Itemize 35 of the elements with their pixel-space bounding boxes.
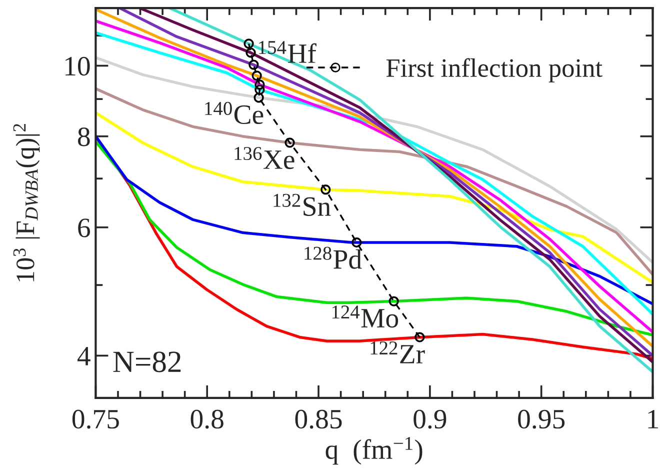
x-tick-label: 0.9	[414, 410, 446, 429]
annotation: $^{122}$Zr	[370, 341, 425, 364]
point	[254, 84, 265, 95]
point	[254, 92, 264, 103]
point	[320, 184, 331, 195]
x-axis-title: q (fm$^{−1}$)	[326, 436, 422, 465]
x-tick-label: 0.95	[518, 410, 565, 429]
x-tick-label: 0.85	[295, 410, 342, 429]
line-series	[96, 87, 653, 276]
annotation: $^{136}$Xe	[234, 146, 294, 170]
point	[284, 138, 295, 148]
annotation: $^{124}$Mo	[332, 306, 398, 328]
y-axis-title: 10$^{3}$ |F$_{DWBA}$(q)|$^{2}$	[13, 124, 40, 282]
point	[252, 70, 262, 81]
annotation: $^{128}$Pd	[304, 246, 362, 269]
point	[254, 80, 265, 90]
legend-label: First inflection point	[386, 58, 602, 82]
point	[352, 237, 362, 248]
point	[248, 60, 259, 70]
y-tick-label: 6	[78, 218, 90, 238]
annotation: $^{140}$Ce	[205, 102, 264, 124]
point	[246, 48, 256, 58]
point	[244, 38, 254, 49]
x-tick-label: 1	[648, 410, 658, 428]
point	[414, 332, 425, 342]
point	[388, 296, 399, 306]
x-tick-label: 0.75	[72, 410, 119, 429]
y-tick-label: 10	[66, 56, 90, 76]
annotation: N=82	[113, 352, 181, 372]
annotation: $^{154}$Hf	[259, 41, 316, 63]
x-tick-label: 0.8	[190, 410, 224, 429]
line-series	[96, 134, 653, 306]
y-tick-label: 8	[78, 127, 90, 146]
annotation: $^{132}$Sn	[274, 194, 331, 216]
y-tick-label: 4	[77, 346, 90, 366]
